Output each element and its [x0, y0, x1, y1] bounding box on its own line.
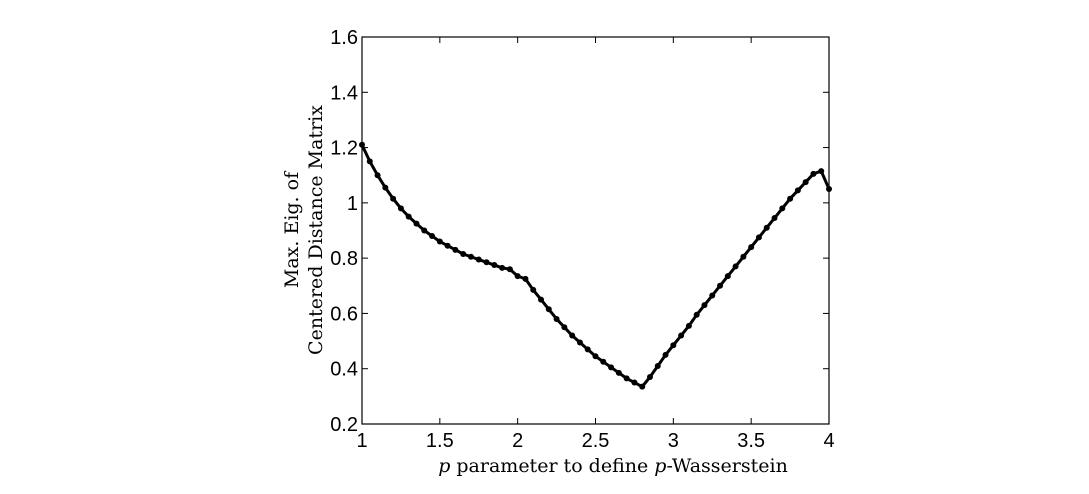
- data-point: [623, 375, 630, 382]
- y-tick-label: 0.6: [330, 303, 358, 325]
- data-point: [724, 273, 731, 280]
- data-point: [382, 184, 389, 191]
- data-point: [569, 332, 576, 339]
- data-point: [639, 383, 646, 390]
- data-point: [397, 205, 404, 212]
- data-point: [592, 353, 599, 360]
- data-point: [499, 264, 506, 271]
- data-point: [794, 187, 801, 194]
- data-point: [709, 292, 716, 299]
- data-point: [553, 315, 560, 322]
- data-point: [413, 220, 420, 227]
- series-line: [360, 144, 831, 389]
- data-point: [452, 246, 459, 253]
- x-tick-label: 2: [512, 430, 523, 452]
- data-point: [561, 324, 568, 331]
- data-point: [374, 172, 381, 179]
- data-point: [366, 158, 373, 165]
- data-point: [405, 213, 412, 220]
- data-point: [654, 362, 661, 369]
- y-tick-labels: 0.2 0.4 0.6 0.8 1 1.2 1.4 1.6: [330, 27, 358, 436]
- data-point: [576, 339, 583, 346]
- data-point: [662, 351, 669, 358]
- data-point: [779, 205, 786, 212]
- data-point: [755, 234, 762, 241]
- data-point: [646, 374, 653, 381]
- data-point: [701, 302, 708, 309]
- x-tick-labels: 1 1.5 2 2.5 3 3.5 4: [356, 430, 834, 452]
- series-markers: [359, 141, 832, 390]
- data-point: [600, 358, 607, 365]
- data-point: [538, 296, 545, 303]
- data-point: [522, 275, 529, 282]
- data-point: [826, 186, 832, 193]
- data-point: [771, 215, 778, 222]
- plot-frame: [361, 36, 830, 425]
- data-point: [802, 179, 809, 186]
- y-tick-label: 1.2: [330, 138, 358, 160]
- y-tick-label: 0.2: [330, 414, 358, 436]
- y-tick-label: 0.8: [330, 248, 358, 270]
- x-tick-label: 2.5: [582, 430, 610, 452]
- data-point: [483, 259, 490, 266]
- data-point: [421, 227, 428, 234]
- data-point: [491, 262, 498, 269]
- data-point: [436, 238, 443, 245]
- data-point: [359, 141, 365, 148]
- data-point: [460, 250, 467, 257]
- data-point: [530, 286, 537, 293]
- data-point: [787, 195, 794, 202]
- data-point: [732, 263, 739, 270]
- data-point: [506, 266, 513, 273]
- data-point: [717, 282, 724, 289]
- y-axis-label-line-1: Max. Eig. of: [281, 170, 303, 288]
- data-point: [615, 369, 622, 376]
- data-point: [444, 242, 451, 249]
- x-tick-label: 3: [668, 430, 679, 452]
- data-point: [748, 244, 755, 251]
- x-tick-label: 1: [356, 430, 367, 452]
- data-point: [631, 379, 638, 386]
- data-point: [467, 253, 474, 260]
- data-point: [390, 195, 397, 202]
- data-point: [545, 306, 552, 313]
- y-tick-label: 1.6: [330, 27, 358, 49]
- data-point: [763, 224, 770, 231]
- y-tick-label: 1.4: [330, 82, 358, 104]
- data-point: [740, 253, 747, 260]
- data-point: [693, 311, 700, 318]
- axis-ticks: [361, 36, 830, 425]
- x-axis-label: p parameter to define p-Wasserstein: [438, 455, 788, 477]
- data-point: [670, 342, 677, 349]
- data-point: [514, 273, 521, 280]
- y-tick-label: 0.4: [330, 359, 358, 381]
- x-tick-label: 3.5: [737, 430, 765, 452]
- data-point: [429, 233, 436, 240]
- data-point: [475, 256, 482, 263]
- x-tick-label: 1.5: [426, 430, 454, 452]
- y-tick-label: 1: [347, 193, 358, 215]
- data-point: [810, 170, 817, 177]
- data-point: [685, 322, 692, 329]
- data-point: [608, 364, 615, 371]
- data-point: [818, 168, 825, 175]
- y-axis-label-line-2: Centered Distance Matrix: [305, 105, 327, 355]
- x-tick-label: 4: [823, 430, 834, 452]
- data-point: [678, 332, 685, 339]
- data-point: [584, 346, 591, 353]
- y-axis-label: Max. Eig. of Centered Distance Matrix: [281, 105, 327, 355]
